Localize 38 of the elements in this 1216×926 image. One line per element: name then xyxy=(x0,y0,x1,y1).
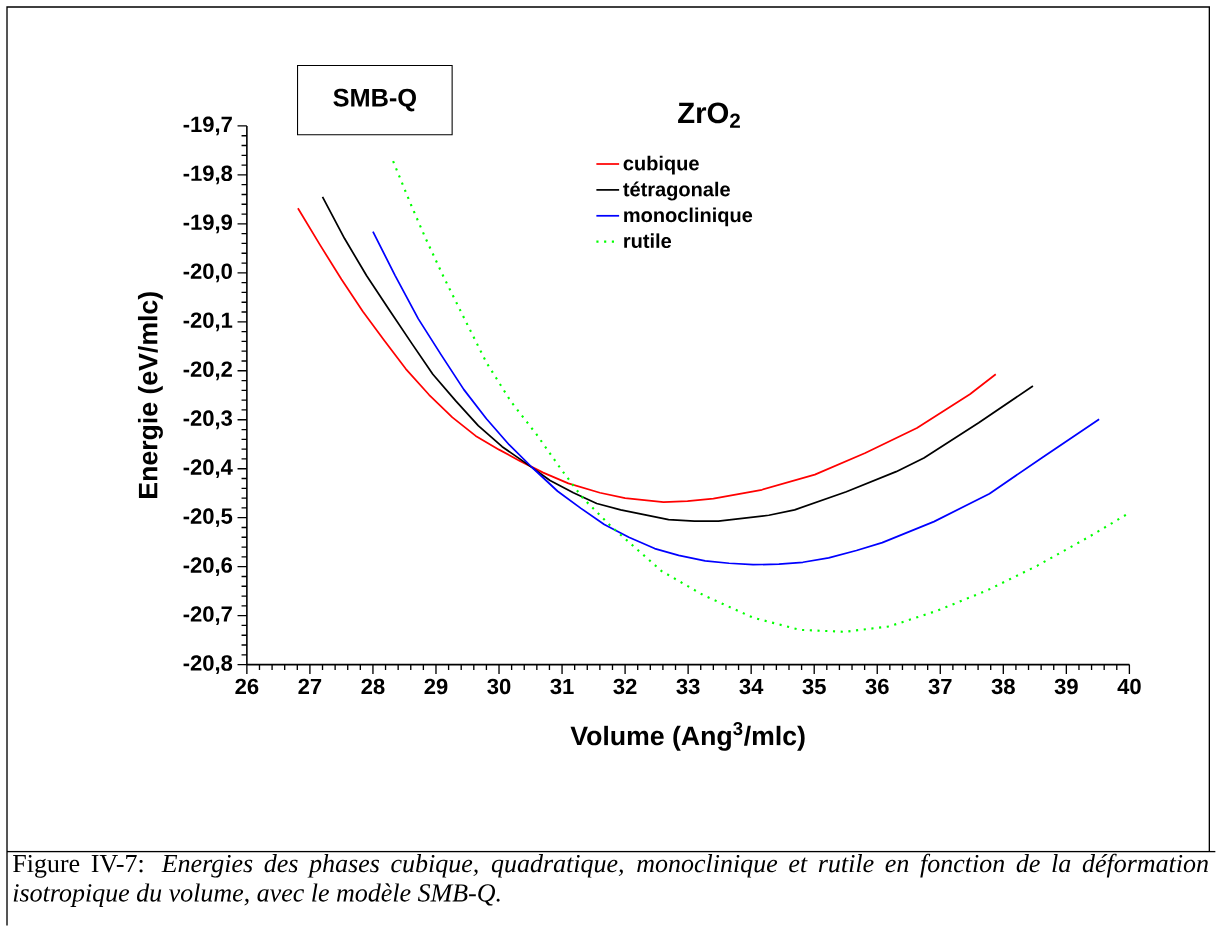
x-tick-label: 39 xyxy=(1054,678,1078,695)
text: SMB-Q xyxy=(333,88,416,112)
x-tick-label: 31 xyxy=(550,678,574,695)
x-tick-label: 35 xyxy=(802,678,826,695)
y-tick-label: -19,9 xyxy=(183,214,233,234)
x-tick-label: 37 xyxy=(928,678,952,695)
x-tick-label: 33 xyxy=(676,678,700,695)
y-tick-label: -20,4 xyxy=(183,459,233,479)
y-tick-label: -20,0 xyxy=(183,263,232,283)
y-tick-label: -20,8 xyxy=(183,655,233,674)
x-tick-label: 29 xyxy=(424,678,448,695)
line-series xyxy=(372,230,1100,566)
legend-label: cubique xyxy=(623,155,699,175)
y-tick-label: -20,2 xyxy=(183,361,232,381)
legend-label: monoclinique xyxy=(624,207,753,227)
x-axis-title: Volume (Ang$^{3}$/mlc) xyxy=(570,721,805,751)
x-tick-label: 30 xyxy=(487,678,511,695)
x-tick-label: 36 xyxy=(865,678,889,695)
x-tick-label: 32 xyxy=(613,678,637,695)
legend-label: rutile xyxy=(624,233,672,248)
y-axis-title: Energie (eV/mlc) xyxy=(137,292,163,498)
y-tick-label: -19,8 xyxy=(183,165,233,185)
y-tick-label: -20,7 xyxy=(183,606,232,625)
y-tick-label: -20,1 xyxy=(183,312,233,332)
x-tick-label: 40 xyxy=(1117,678,1141,695)
legend-label: tétragonale xyxy=(623,181,730,201)
y-tick-label: -19,7 xyxy=(183,116,232,136)
x-tick-label: 34 xyxy=(739,678,764,695)
x-tick-label: 28 xyxy=(361,678,385,695)
line-series xyxy=(297,207,997,503)
text: Figure IV-7: Energies des phases cubique, quadratique, monoclinique et rutile en fonction de la déformation isotropique du volume, avec le modèle SMB-Q. xyxy=(13,853,1208,907)
x-tick-label: 26 xyxy=(235,678,259,695)
y-tick-label: -20,5 xyxy=(183,508,233,528)
y-tick-label: -20,6 xyxy=(183,557,233,576)
x-tick-label: 27 xyxy=(298,678,322,694)
legend-title: ZrO$_{2}$ xyxy=(678,102,740,128)
y-tick-label: -20,3 xyxy=(183,410,233,430)
x-tick-label: 38 xyxy=(991,678,1015,695)
